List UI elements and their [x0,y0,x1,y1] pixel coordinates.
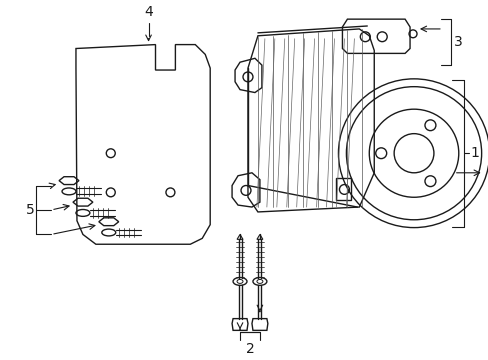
Text: 2: 2 [245,342,254,356]
Text: 4: 4 [144,5,153,19]
Text: 1: 1 [470,146,479,160]
Text: 3: 3 [453,35,462,49]
Text: 5: 5 [25,203,34,217]
